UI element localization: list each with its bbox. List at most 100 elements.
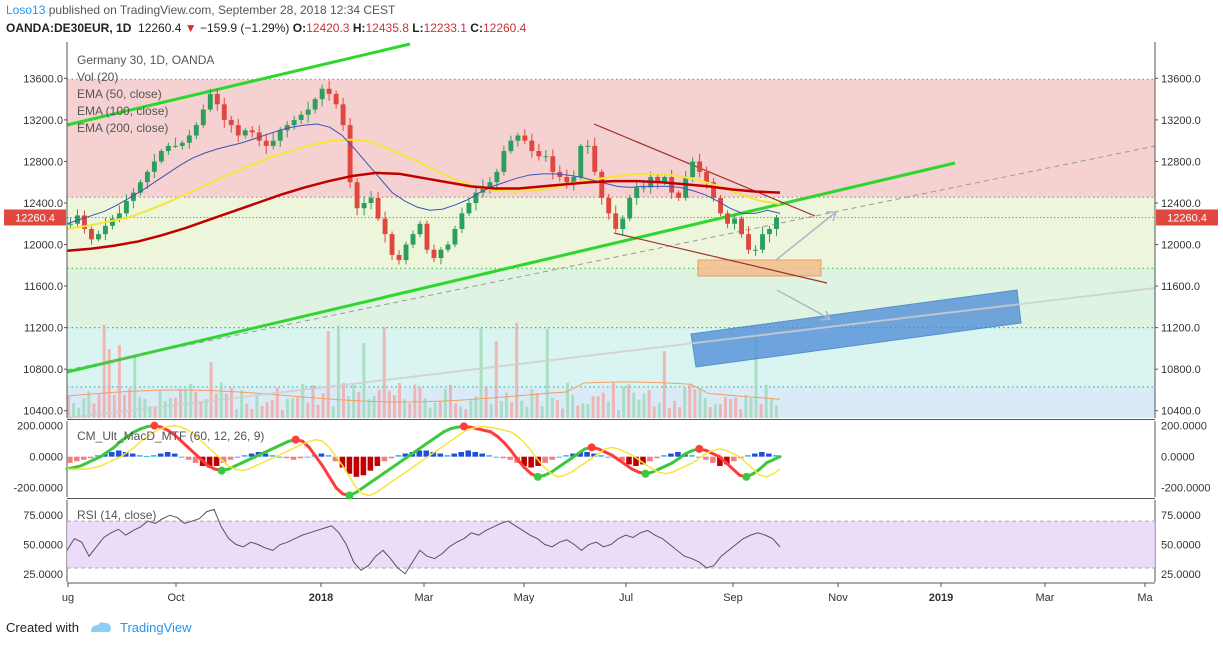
volume-bar <box>515 322 519 418</box>
footer-created: Created with <box>6 620 79 635</box>
volume-bar <box>642 393 646 418</box>
projection-arrow-up <box>775 211 837 261</box>
volume-bar <box>703 397 707 418</box>
candle-body <box>144 171 150 183</box>
macd-histogram-bar <box>619 456 625 462</box>
candle-body <box>501 151 507 172</box>
volume-bar <box>240 390 244 418</box>
volume-bar <box>637 399 641 418</box>
candle-body <box>634 187 640 198</box>
legend-ema50: EMA (50, close) <box>77 87 162 101</box>
volume-bar <box>87 391 91 418</box>
volume-bar <box>759 403 763 418</box>
macd-cross-dot <box>641 469 650 478</box>
candle-body <box>669 177 675 193</box>
volume-bar <box>769 398 773 418</box>
macd-histogram-bar <box>493 456 499 458</box>
volume-bar <box>392 395 396 418</box>
candle-body <box>179 142 185 146</box>
macd-cross-dot <box>742 472 751 481</box>
price-tick-label-left: 10400.0 <box>23 406 63 418</box>
macd-line-segment <box>771 455 782 462</box>
macd-histogram-bar <box>325 455 332 457</box>
volume-bar <box>571 394 575 418</box>
close-label: C: <box>470 21 483 35</box>
macd-histogram-bar <box>171 453 178 457</box>
volume-bar <box>153 407 157 418</box>
macd-histogram-bar <box>759 452 765 457</box>
candle-body <box>627 197 633 219</box>
volume-bar <box>229 387 233 418</box>
macd-cross-dot <box>459 422 468 431</box>
macd-line-segment <box>724 461 735 471</box>
volume-bar <box>596 396 600 418</box>
volume-bar <box>280 409 284 418</box>
macd-histogram-bar <box>339 456 346 468</box>
volume-bar <box>617 409 621 418</box>
price-tick-label-left: 12400.0 <box>23 198 63 210</box>
macd-histogram-bar <box>507 456 513 460</box>
candle-body <box>361 202 367 209</box>
macd-histogram-bar <box>745 455 751 457</box>
candle-body <box>683 177 689 198</box>
macd-cross-dot <box>291 435 300 444</box>
author-link[interactable]: Loso13 <box>6 3 46 17</box>
candle-body <box>228 119 234 126</box>
candle-body <box>200 109 206 126</box>
macd-histogram-bar <box>598 455 604 457</box>
volume-bar <box>464 409 468 418</box>
macd-histogram-bar <box>234 456 241 458</box>
volume-bar <box>484 387 488 418</box>
macd-histogram-bar <box>290 456 297 460</box>
zone-band <box>67 327 1155 387</box>
macd-histogram-bar <box>185 456 192 460</box>
macd-histogram-bar <box>213 456 220 466</box>
candle-body <box>235 125 241 136</box>
candle-body <box>256 132 262 141</box>
macd-cross-dot <box>533 472 542 481</box>
channel-upper-line <box>593 123 816 217</box>
macd-histogram-bar <box>304 456 311 458</box>
macd-histogram-bar <box>710 456 716 463</box>
macd-tick-label-right: 200.0000 <box>1161 421 1207 433</box>
candle-body <box>424 223 430 250</box>
last-price-tag-text: 12260.4 <box>1167 212 1207 224</box>
macd-tick-label-left: 200.0000 <box>17 421 63 433</box>
volume-bar <box>250 408 254 418</box>
volume-bar <box>729 398 733 418</box>
macd-cross-dot <box>695 444 704 453</box>
volume-bar <box>586 403 590 418</box>
macd-line-segment <box>200 458 210 468</box>
quote-line: OANDA:DE30EUR, 1D 12260.4 ▼ −159.9 (−1.2… <box>6 21 526 35</box>
footer-brand[interactable]: TradingView <box>120 620 192 635</box>
price-tick-label-right: 10400.0 <box>1161 406 1201 418</box>
volume-bar <box>204 398 208 418</box>
price-tick-label-right: 10800.0 <box>1161 364 1201 376</box>
candle-body <box>68 223 73 225</box>
macd-histogram-bar <box>206 456 213 468</box>
volume-bar <box>545 328 549 418</box>
candle-body <box>116 213 122 219</box>
volume-bar <box>627 384 631 418</box>
candle-body <box>592 145 598 172</box>
macd-histogram-bar <box>108 452 115 457</box>
candle-body <box>291 119 297 126</box>
volume-bar <box>494 341 498 418</box>
volume-bar <box>367 399 371 418</box>
macd-histogram-bar <box>73 456 80 462</box>
macd-histogram-bar <box>227 456 234 460</box>
volume-bar <box>403 399 407 418</box>
time-tick-label: ug <box>62 592 74 604</box>
volume-bar <box>82 398 86 418</box>
volume-bar <box>611 383 615 418</box>
candle-body <box>466 202 472 214</box>
price-tick-label-left: 12000.0 <box>23 240 63 252</box>
candle-body <box>207 93 213 110</box>
volume-bar <box>520 400 524 418</box>
down-arrow-icon: ▼ <box>184 21 197 35</box>
price-tick-label-left: 12800.0 <box>23 156 63 168</box>
volume-bar <box>347 396 351 418</box>
candle-body <box>550 156 556 172</box>
volume-bar <box>499 401 503 418</box>
